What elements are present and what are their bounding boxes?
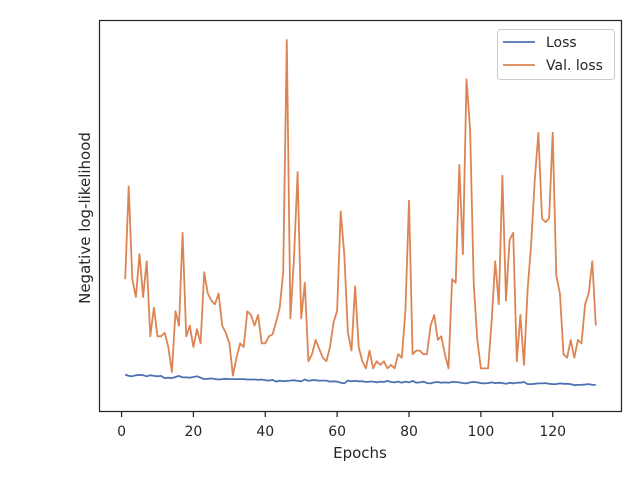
x-axis-ticks: 0 20 40 60 80 100 120 xyxy=(117,411,566,440)
x-tick-label: 80 xyxy=(400,424,418,440)
x-tick-label: 100 xyxy=(468,424,495,440)
series-line-val-loss xyxy=(124,39,597,377)
legend-label-val-loss: Val. loss xyxy=(546,58,603,74)
y-axis-label: Negative log-likelihood xyxy=(76,132,94,304)
x-axis-label: Epochs xyxy=(333,444,387,462)
legend-label-loss: Loss xyxy=(546,35,577,51)
plot-frame xyxy=(98,19,623,413)
series-layer xyxy=(124,39,597,387)
legend: Loss Val. loss xyxy=(497,29,615,80)
x-tick-label: 40 xyxy=(256,424,274,440)
x-tick-label: 0 xyxy=(117,424,126,440)
x-tick-label: 120 xyxy=(539,424,566,440)
x-tick-label: 20 xyxy=(185,424,203,440)
x-tick-label: 60 xyxy=(328,424,346,440)
series-line-loss xyxy=(124,373,596,387)
